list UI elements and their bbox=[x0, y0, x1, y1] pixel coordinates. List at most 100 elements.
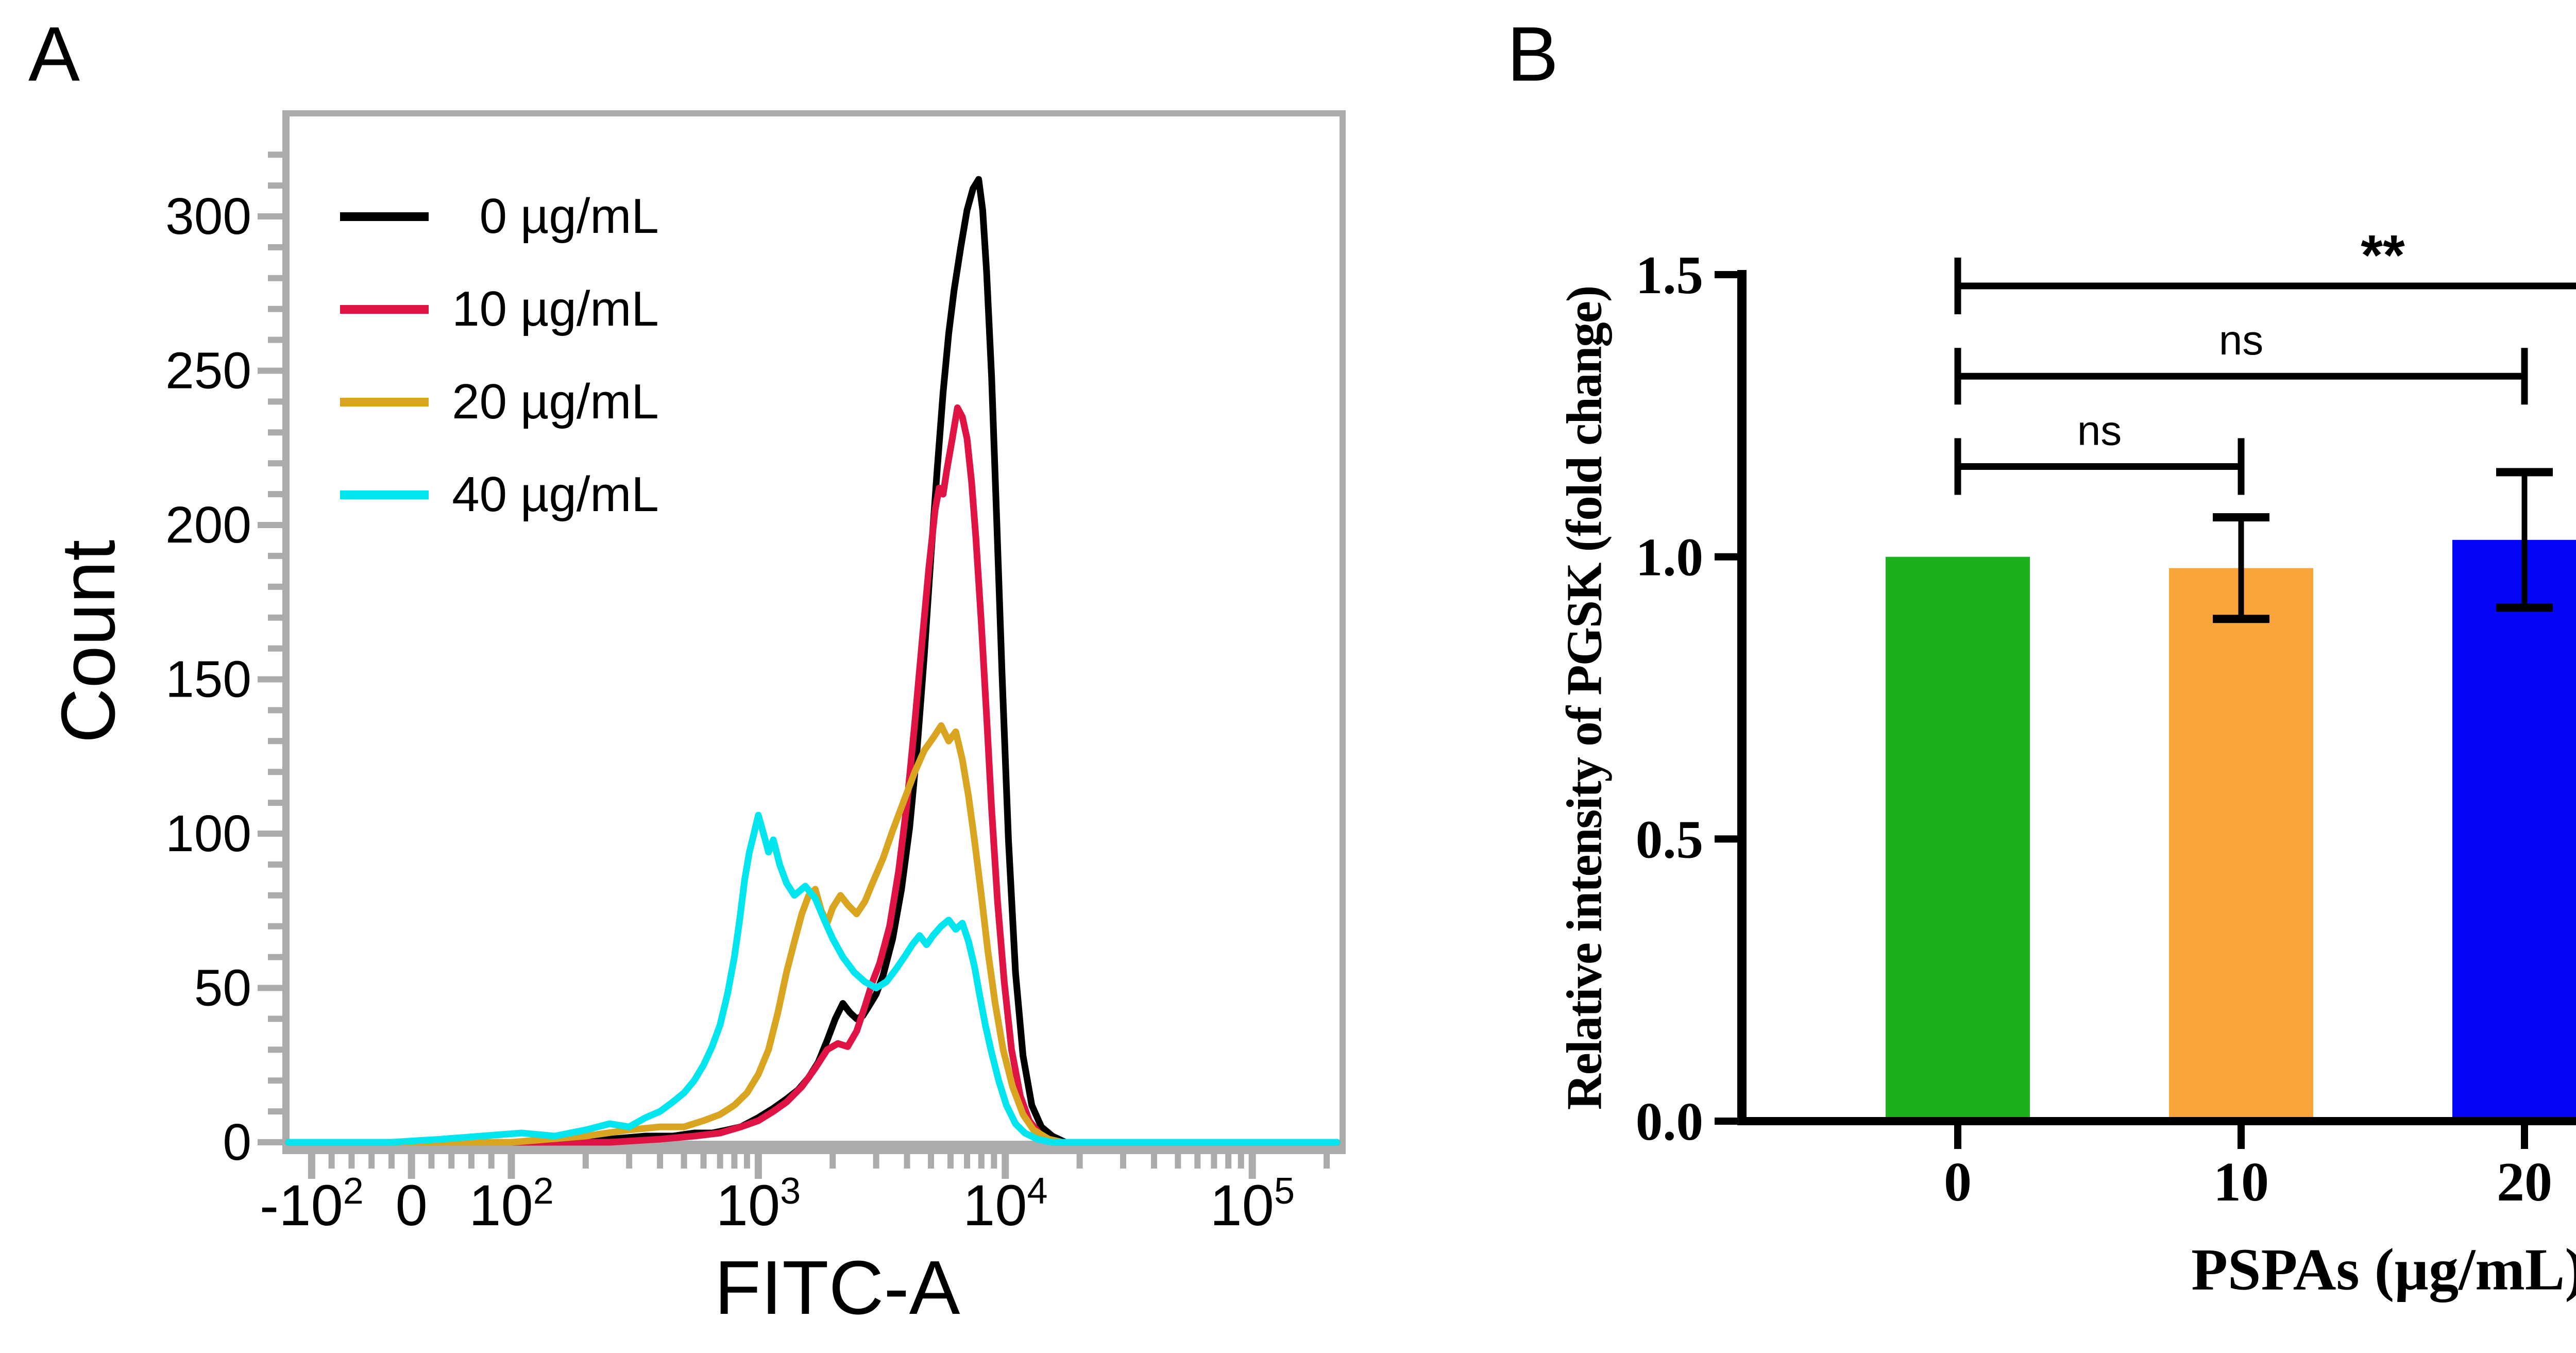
panel-a-x-minor-tick bbox=[388, 1154, 395, 1169]
significance-label: ns bbox=[2077, 407, 2122, 454]
panel-b-x-tick-label: 20 bbox=[2497, 1152, 2552, 1213]
significance-label: ** bbox=[2361, 224, 2405, 287]
legend-item-label: 20 bbox=[452, 374, 507, 429]
panel-b-y-tick-label: 1.5 bbox=[1636, 245, 1703, 305]
panel-b-y-axis-title: Relative intensity of PGSK (fold change) bbox=[1556, 286, 1612, 1110]
legend-item: 40 µg/mL bbox=[340, 448, 659, 541]
panel-a-y-minor-tick bbox=[268, 460, 282, 467]
legend-item-label: 10 bbox=[452, 281, 507, 336]
panel-a-y-tick-label: 0 bbox=[223, 1113, 251, 1171]
legend-line-swatch bbox=[340, 212, 429, 221]
panel-a-x-major-tick bbox=[507, 1154, 515, 1179]
flow-curve-10µg/mL bbox=[285, 404, 1341, 1146]
panel-b-y-tick-label: 0.0 bbox=[1636, 1091, 1703, 1152]
panel-a-y-minor-tick bbox=[268, 1077, 282, 1084]
panel-a-x-minor-tick bbox=[1175, 1154, 1181, 1169]
panel-a-x-minor-tick bbox=[582, 1154, 589, 1169]
panel-a-y-minor-tick bbox=[268, 398, 282, 405]
panel-a-x-major-tick bbox=[1002, 1154, 1009, 1179]
panel-a-x-minor-tick bbox=[1225, 1154, 1232, 1169]
panel-a-y-major-tick bbox=[258, 676, 282, 683]
panel-b-x-tick bbox=[1954, 1125, 1961, 1149]
panel-a-x-minor-tick bbox=[368, 1154, 375, 1169]
panel-a-x-minor-tick bbox=[428, 1154, 435, 1169]
panel-a-x-tick-label: -102 bbox=[260, 1171, 364, 1238]
bar-0ugml bbox=[1886, 556, 2030, 1117]
panel-a-x-minor-tick bbox=[731, 1154, 738, 1169]
legend-item-unit: µg/mL bbox=[520, 374, 659, 429]
panel-a-x-minor-tick bbox=[488, 1154, 495, 1169]
panel-b-y-tick bbox=[1715, 835, 1737, 843]
significance-bracket bbox=[1954, 257, 2576, 314]
panel-a-x-minor-tick bbox=[468, 1154, 474, 1169]
panel-a-y-minor-tick bbox=[268, 738, 282, 745]
panel-b-y-tick bbox=[1715, 553, 1737, 561]
panel-a-y-minor-tick bbox=[268, 552, 282, 559]
panel-a-y-minor-tick bbox=[268, 1016, 282, 1022]
panel-a-x-minor-tick bbox=[448, 1154, 455, 1169]
significance-label: ns bbox=[2219, 317, 2264, 364]
panel-a-x-minor-tick bbox=[717, 1154, 723, 1169]
panel-a-x-minor-tick bbox=[1238, 1154, 1244, 1169]
panel-b-label: B bbox=[1506, 10, 1559, 97]
panel-a-x-major-tick bbox=[1248, 1154, 1256, 1179]
legend-item-unit: µg/mL bbox=[520, 281, 659, 336]
panel-a-y-tick-label: 300 bbox=[165, 188, 251, 245]
panel-a-y-tick-label: 100 bbox=[165, 805, 251, 862]
panel-a-x-minor-tick bbox=[1076, 1154, 1083, 1169]
panel-a-y-minor-tick bbox=[268, 892, 282, 899]
panel-a-y-minor-tick bbox=[268, 275, 282, 281]
panel-a-top-border bbox=[282, 110, 1346, 116]
panel-a-y-tick-label: 50 bbox=[194, 959, 251, 1017]
panel-b-x-tick bbox=[2238, 1125, 2245, 1149]
panel-a-x-minor-tick bbox=[1211, 1154, 1217, 1169]
panel-a-label: A bbox=[28, 10, 80, 97]
error-bar bbox=[2213, 513, 2269, 623]
legend-line-swatch bbox=[340, 305, 429, 314]
legend-item: 10 µg/mL bbox=[340, 263, 659, 356]
panel-b-x-axis-line bbox=[1737, 1117, 2576, 1125]
significance-bracket bbox=[1954, 348, 2528, 405]
legend-item: 20 µg/mL bbox=[340, 356, 659, 448]
panel-a-y-minor-tick bbox=[268, 800, 282, 806]
legend-item: 0 µg/mL bbox=[340, 170, 659, 263]
panel-a-y-axis-line bbox=[282, 110, 290, 1154]
panel-a-x-minor-tick bbox=[657, 1154, 664, 1169]
panel-b-y-axis-line bbox=[1737, 270, 1747, 1125]
panel-a-legend: 0 µg/mL 10 µg/mL 20 µg/mL 40 µg/mL bbox=[340, 170, 659, 541]
panel-a-y-minor-tick bbox=[268, 491, 282, 498]
panel-a-y-minor-tick bbox=[268, 583, 282, 590]
panel-b-y-tick-label: 0.5 bbox=[1636, 809, 1703, 869]
panel-a-x-minor-tick bbox=[1120, 1154, 1127, 1169]
panel-a-y-tick-label: 200 bbox=[165, 496, 251, 554]
panel-a-x-minor-tick bbox=[700, 1154, 707, 1169]
panel-a-y-minor-tick bbox=[268, 306, 282, 312]
error-bar bbox=[2496, 468, 2553, 612]
panel-a-y-major-tick bbox=[258, 522, 282, 528]
flow-curve-40µg/mL bbox=[285, 811, 1341, 1146]
panel-a-y-minor-tick bbox=[268, 151, 282, 158]
panel-a-x-axis-title: FITC-A bbox=[714, 1245, 960, 1330]
panel-b-y-tick bbox=[1715, 271, 1737, 279]
panel-a-x-minor-tick bbox=[947, 1154, 954, 1169]
panel-a-y-minor-tick bbox=[268, 1046, 282, 1053]
panel-a-x-tick-label: 102 bbox=[469, 1171, 554, 1238]
panel-b-x-tick bbox=[2521, 1125, 2528, 1149]
panel-a-y-minor-tick bbox=[268, 614, 282, 621]
panel-a-x-minor-tick bbox=[873, 1154, 879, 1169]
panel-a-x-tick-label: 103 bbox=[716, 1171, 801, 1238]
panel-a-x-minor-tick bbox=[328, 1154, 335, 1169]
panel-a-y-minor-tick bbox=[268, 923, 282, 929]
panel-a-x-minor-tick bbox=[904, 1154, 910, 1169]
panel-a-y-major-tick bbox=[258, 213, 282, 219]
panel-a-y-minor-tick bbox=[268, 954, 282, 960]
panel-a-x-minor-tick bbox=[681, 1154, 687, 1169]
panel-a-x-major-tick bbox=[754, 1154, 762, 1179]
panel-a-right-border bbox=[1340, 110, 1346, 1154]
panel-b-y-tick-label: 1.0 bbox=[1636, 527, 1703, 587]
panel-a-x-minor-tick bbox=[1194, 1154, 1201, 1169]
panel-a-x-minor-tick bbox=[743, 1154, 750, 1169]
panel-a-y-tick-label: 250 bbox=[165, 342, 251, 400]
legend-item-label: 0 bbox=[479, 189, 507, 244]
